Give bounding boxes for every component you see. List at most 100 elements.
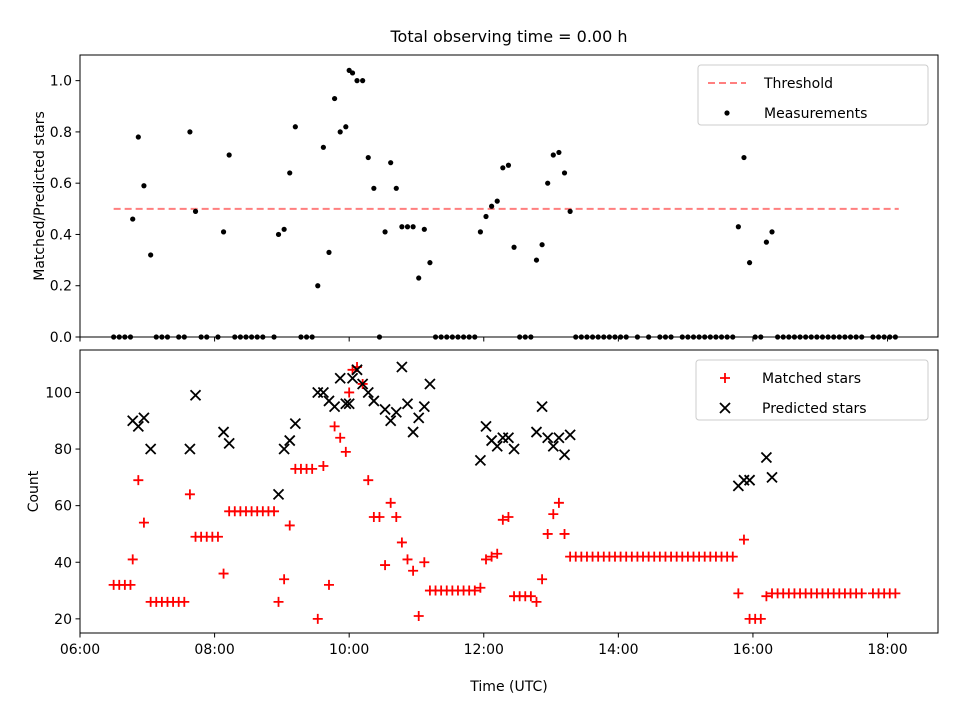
measurement-point xyxy=(421,226,427,232)
measurement-point xyxy=(517,334,523,340)
measurement-point xyxy=(550,152,556,158)
x-tick-label: 08:00 xyxy=(194,642,234,658)
y-tick-label: 60 xyxy=(54,499,72,515)
predicted-star-point xyxy=(474,454,487,467)
measurement-point xyxy=(444,334,450,340)
measurement-point xyxy=(780,334,786,340)
matched-star-point xyxy=(503,511,514,522)
measurement-point xyxy=(718,334,725,340)
legend-marker-swatch xyxy=(720,373,730,383)
measurement-point xyxy=(315,283,321,289)
measurement-point xyxy=(500,165,506,171)
measurement-point xyxy=(331,95,338,102)
measurement-point xyxy=(187,129,193,135)
measurement-point xyxy=(679,334,685,340)
top-chart-y-axis: 0.0 0.2 0.4 0.6 0.8 1.0 xyxy=(50,74,889,346)
matched-star-point xyxy=(755,613,766,624)
measurement-point xyxy=(859,334,865,340)
x-tick-label: 16:00 xyxy=(733,642,773,658)
measurement-point xyxy=(875,334,882,340)
measurement-point xyxy=(164,334,171,340)
measurement-point xyxy=(130,216,136,222)
measurement-point xyxy=(198,334,204,340)
measurement-point xyxy=(528,334,534,340)
matched-star-point xyxy=(212,531,223,542)
y-tick-label: 0.0 xyxy=(50,330,72,346)
predicted-star-point xyxy=(272,488,285,500)
bottom-chart-y-axis-label: Count xyxy=(26,470,42,512)
measurement-point xyxy=(489,203,495,209)
measurement-point xyxy=(584,334,590,340)
predicted-star-point xyxy=(289,417,301,430)
predicted-star-point xyxy=(418,400,430,413)
measurement-point xyxy=(116,334,122,340)
matched-star-point xyxy=(553,497,564,508)
measurement-point xyxy=(881,334,887,340)
measurement-point xyxy=(685,334,691,340)
legend-entry: Matched stars xyxy=(720,371,861,387)
measurement-point xyxy=(271,334,277,340)
matched-star-point xyxy=(548,509,559,520)
measurement-point xyxy=(713,334,719,340)
bottom-chart-legend: Matched stars Predicted stars xyxy=(695,359,929,421)
matched-star-point xyxy=(727,551,738,562)
predicted-star-point xyxy=(502,432,515,444)
measurement-point xyxy=(494,198,500,204)
matched-star-point xyxy=(413,611,424,622)
measurement-point xyxy=(842,334,848,340)
measurement-point xyxy=(578,334,584,340)
measurement-point xyxy=(365,154,371,161)
measurement-point xyxy=(825,334,831,340)
measurement-point xyxy=(808,334,814,340)
predicted-star-point xyxy=(362,386,374,399)
legend-marker-swatch xyxy=(719,402,731,414)
measurement-point xyxy=(791,334,798,340)
matched-star-point xyxy=(890,588,901,599)
measurement-point xyxy=(483,213,489,220)
measurements-series xyxy=(111,67,898,340)
matched-star-point xyxy=(218,568,229,579)
top-chart-legend: Threshold Measurements xyxy=(697,64,929,126)
x-tick-label: 12:00 xyxy=(464,642,504,658)
measurement-point xyxy=(399,224,405,230)
matched-star-point xyxy=(856,588,867,599)
predicted-star-point xyxy=(343,398,355,410)
matched-star-point xyxy=(269,506,280,517)
measurement-point xyxy=(707,334,713,340)
matched-star-point xyxy=(127,554,138,565)
measurement-point xyxy=(477,229,483,235)
measurement-point xyxy=(887,334,893,340)
measurement-point xyxy=(702,334,708,340)
predicted-star-point xyxy=(547,440,559,452)
predicted-star-point xyxy=(189,389,202,401)
measurement-point xyxy=(303,334,310,340)
predicted-star-point xyxy=(407,426,419,438)
matched-star-point xyxy=(469,585,480,596)
measurement-point xyxy=(730,334,736,340)
top-chart-title: Total observing time = 0.00 h xyxy=(389,27,627,46)
matched-star-point xyxy=(492,548,503,559)
matched-star-point xyxy=(318,461,329,472)
predicted-star-point xyxy=(379,403,391,416)
measurement-point xyxy=(735,224,741,230)
legend-entry: Measurements xyxy=(724,106,867,122)
predicted-star-point xyxy=(368,395,380,407)
matched-star-point xyxy=(184,489,195,500)
matched-star-point xyxy=(329,421,340,432)
measurement-point xyxy=(148,252,154,258)
matched-star-point xyxy=(408,565,419,576)
predicted-star-point xyxy=(401,398,414,410)
measurement-point xyxy=(215,334,221,340)
measurement-point xyxy=(505,162,512,168)
measurement-point xyxy=(657,334,663,340)
y-tick-label: 20 xyxy=(54,612,72,628)
measurement-point xyxy=(539,242,545,248)
bottom-chart-plot-area xyxy=(79,349,939,634)
predicted-star-point xyxy=(132,420,144,433)
predicted-star-point xyxy=(553,432,565,444)
measurement-point xyxy=(192,208,199,214)
matched-star-point xyxy=(138,517,149,528)
matched-star-point xyxy=(419,557,430,568)
predicted-star-point xyxy=(351,364,363,376)
predicted-star-point xyxy=(340,398,352,410)
